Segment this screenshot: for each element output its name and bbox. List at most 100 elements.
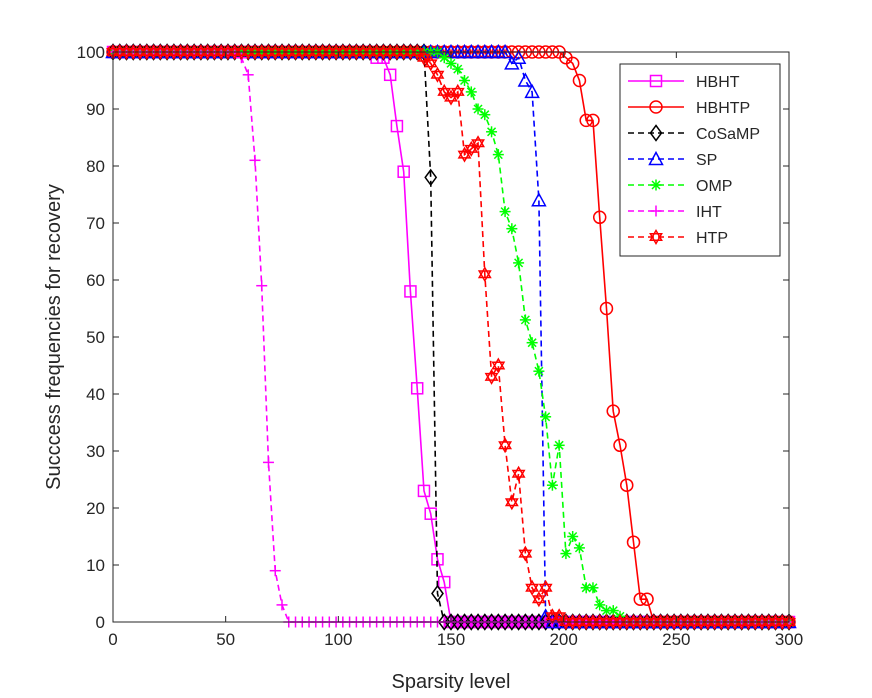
x-tick-label: 150	[437, 630, 465, 649]
legend: HBHT HBHTP CoSaMP SP OMP IHT HTP	[619, 63, 781, 257]
x-axis-label: Sparsity level	[392, 671, 511, 693]
data-point-hbhtp	[592, 210, 607, 225]
data-point-omp	[573, 542, 585, 554]
legend-marker-cosamp	[649, 124, 663, 142]
data-point-htp	[504, 494, 519, 511]
y-tick-label: 10	[86, 556, 105, 575]
data-point-hbht	[397, 165, 410, 178]
y-tick-label: 80	[86, 157, 105, 176]
data-point-omp	[499, 206, 511, 218]
y-axis-label: Succcess frequencies for recovery	[43, 184, 65, 490]
y-tick-label: 20	[86, 499, 105, 518]
data-point-sp	[510, 49, 527, 64]
data-point-omp	[580, 582, 592, 594]
data-point-omp	[526, 337, 538, 349]
y-tick-label: 50	[86, 328, 105, 347]
data-point-hbhtp	[599, 301, 614, 316]
x-tick-label: 0	[108, 630, 117, 649]
legend-label-sp: SP	[696, 152, 717, 169]
data-point-htp	[410, 44, 425, 60]
x-tick-label: 250	[662, 630, 690, 649]
data-point-iht	[256, 280, 268, 292]
legend-label-cosamp: CoSaMP	[696, 126, 760, 143]
legend-item-sp: SP	[628, 150, 717, 169]
data-point-htp	[525, 579, 540, 596]
data-point-htp	[450, 83, 465, 100]
legend-item-cosamp: CoSaMP	[628, 124, 760, 143]
data-point-hbhtp	[626, 535, 641, 549]
data-point-sp	[517, 72, 534, 87]
x-tick-label: 100	[324, 630, 352, 649]
data-point-cosamp	[424, 168, 438, 187]
data-point-omp	[533, 365, 545, 377]
legend-label-hbht: HBHT	[696, 74, 740, 91]
data-point-hbhtp	[613, 438, 627, 453]
y-tick-label: 100	[77, 43, 105, 62]
data-point-iht	[249, 154, 261, 166]
data-point-omp	[540, 411, 552, 423]
y-tick-label: 90	[86, 100, 105, 119]
data-point-htp	[464, 140, 479, 157]
data-point-htp	[423, 55, 438, 72]
data-point-htp	[437, 83, 452, 100]
legend-label-omp: OMP	[696, 178, 732, 195]
axes-layer	[112, 51, 790, 623]
legend-box	[619, 63, 781, 257]
legend-marker-sp	[648, 150, 664, 166]
data-point-htp	[491, 357, 506, 374]
legend-marker-iht	[650, 205, 662, 217]
data-point-iht	[262, 456, 274, 468]
data-point-hbht	[383, 68, 397, 82]
legend-marker-hbhtp	[649, 100, 663, 114]
tick-labels: 0 50 100 150 200 250 300 0 10 20 30 40 50 60 70 80 90 100	[77, 43, 804, 649]
legend-item-hbhtp: HBHTP	[628, 100, 750, 117]
data-point-hbhtp	[565, 56, 580, 71]
y-tick-label: 70	[86, 214, 105, 233]
x-tick-label: 200	[549, 630, 577, 649]
data-point-hbhtp	[579, 113, 593, 128]
data-point-omp	[438, 52, 450, 64]
data-point-omp	[465, 86, 477, 98]
data-point-hbhtp	[572, 73, 587, 88]
data-point-htp	[484, 368, 499, 385]
legend-marker-htp	[649, 228, 663, 246]
data-point-omp	[587, 582, 599, 594]
data-point-sp	[531, 192, 547, 207]
data-point-htp	[477, 266, 492, 283]
data-point-hbht	[437, 575, 451, 589]
series-htp	[106, 43, 796, 631]
data-point-omp	[546, 479, 558, 491]
legend-item-omp: OMP	[628, 178, 732, 195]
data-point-omp	[486, 126, 498, 138]
y-tick-label: 30	[86, 442, 105, 461]
x-tick-label: 50	[216, 630, 235, 649]
data-point-htp	[538, 579, 553, 596]
legend-item-iht: IHT	[628, 204, 722, 221]
data-point-iht	[242, 69, 254, 81]
data-point-iht	[269, 565, 281, 577]
data-point-hbht	[417, 484, 431, 498]
data-point-omp	[459, 75, 471, 86]
data-point-hbhtp	[640, 592, 654, 606]
data-point-omp	[553, 439, 565, 451]
data-point-htp	[518, 545, 533, 562]
data-point-htp	[444, 89, 458, 106]
data-point-hbht	[404, 285, 417, 298]
legend-label-iht: IHT	[696, 204, 722, 221]
data-point-omp	[519, 314, 531, 326]
data-point-omp	[560, 548, 572, 560]
y-tick-label: 40	[86, 385, 105, 404]
data-point-hbht	[410, 382, 424, 395]
data-point-htp	[457, 146, 472, 163]
data-point-omp	[479, 109, 491, 121]
data-point-htp	[471, 135, 485, 152]
legend-marker-omp	[650, 179, 662, 191]
x-tick-label: 300	[775, 630, 803, 649]
data-point-sp	[524, 83, 540, 99]
legend-marker-hbht	[649, 74, 663, 88]
data-point-htp	[417, 49, 431, 66]
data-point-omp	[492, 149, 504, 161]
legend-item-hbht: HBHT	[628, 74, 740, 91]
data-point-htp	[531, 591, 546, 608]
